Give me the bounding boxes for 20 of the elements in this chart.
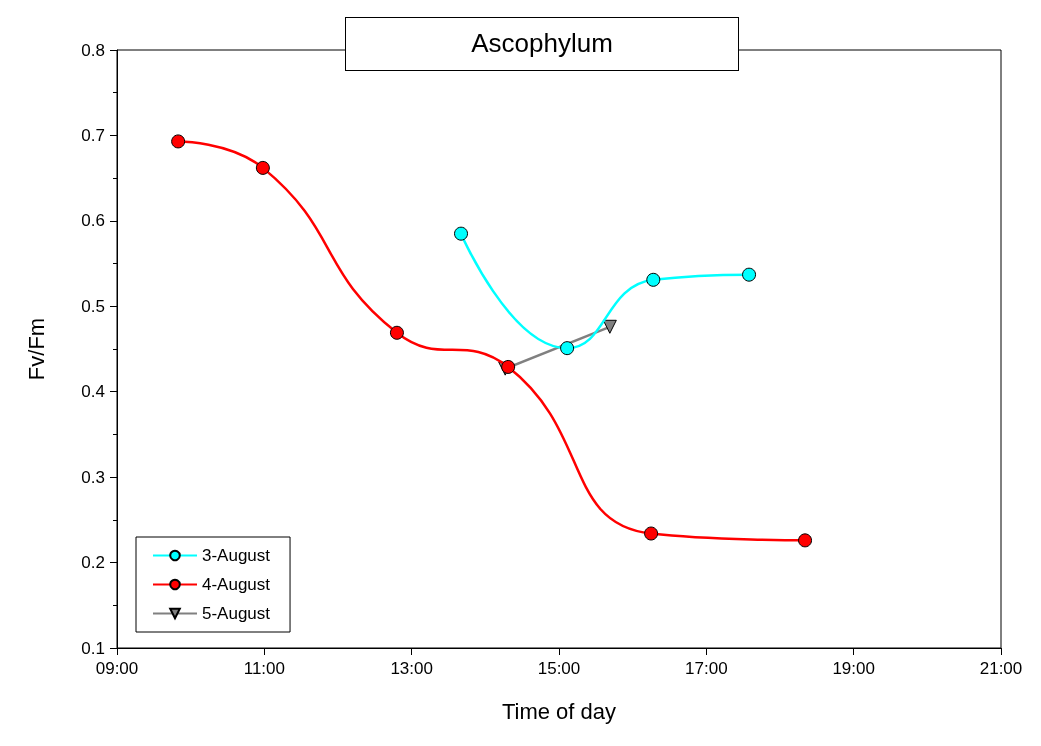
- x-tick-label: 17:00: [685, 659, 728, 678]
- x-tick-label: 09:00: [95, 659, 139, 678]
- legend-label: 4-August: [202, 575, 271, 594]
- y-tick-label: 0.3: [81, 467, 105, 487]
- y-tick-label: 0.6: [81, 211, 105, 231]
- x-tick-label: 15:00: [537, 659, 581, 678]
- x-tick-label: 13:00: [390, 659, 433, 678]
- x-tick-label: 21:00: [979, 659, 1023, 678]
- y-axis-title: Fv/Fm: [23, 317, 49, 381]
- y-tick-label: 0.2: [81, 553, 105, 573]
- y-tick-label: 0.4: [81, 382, 105, 402]
- x-axis-title: Time of day: [501, 698, 617, 724]
- y-tick-label: 0.5: [81, 296, 105, 316]
- x-tick-label: 11:00: [243, 659, 285, 678]
- legend-label: 5-August: [202, 604, 271, 623]
- y-tick-label: 0.8: [81, 40, 105, 60]
- y-tick-label: 0.7: [81, 125, 105, 145]
- y-tick-label: 0.1: [81, 638, 105, 658]
- x-tick-label: 19:00: [832, 659, 875, 678]
- legend-label: 3-August: [202, 546, 271, 565]
